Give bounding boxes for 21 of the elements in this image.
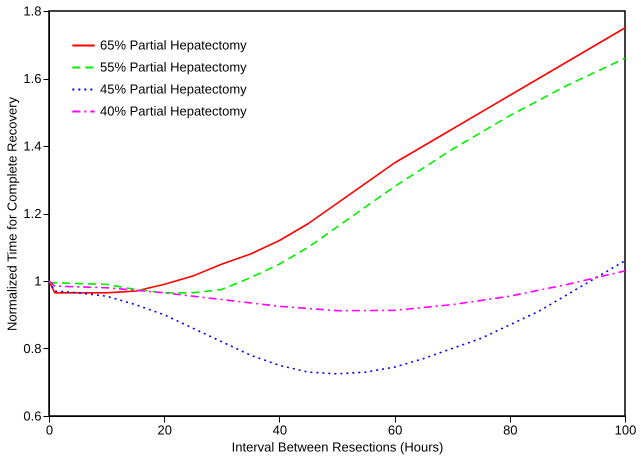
y-tick-label: 0.6 [23, 408, 42, 424]
y-tick-label: 1 [34, 274, 42, 288]
x-tick-label: 20 [157, 422, 172, 438]
y-tick-label: 1.2 [23, 206, 42, 221]
y-tick-label: 0.8 [23, 341, 42, 356]
legend-label: 40% Partial Hepatectomy [100, 104, 248, 118]
legend-label: 45% Partial Hepatectomy [100, 82, 248, 96]
line-series [48, 270, 626, 312]
y-tick-label: 1.8 [23, 4, 42, 18]
legend-label: 55% Partial Hepatectomy [100, 60, 248, 74]
x-tick-label: 100 [614, 422, 636, 438]
x-tick-label: 60 [388, 422, 402, 438]
y-tick-label: 1.4 [23, 138, 42, 154]
legend-label: 65% Partial Hepatectomy [100, 38, 248, 52]
x-axis-title: Interval Between Resections (Hours) [232, 440, 444, 454]
y-axis-title: Normalized Time for Complete Recovery [4, 96, 20, 332]
y-tick-label: 1.6 [23, 71, 42, 86]
x-tick-label: 0 [46, 422, 54, 438]
line-series [48, 260, 626, 375]
x-tick-label: 80 [503, 422, 518, 438]
x-tick-label: 40 [272, 422, 288, 438]
